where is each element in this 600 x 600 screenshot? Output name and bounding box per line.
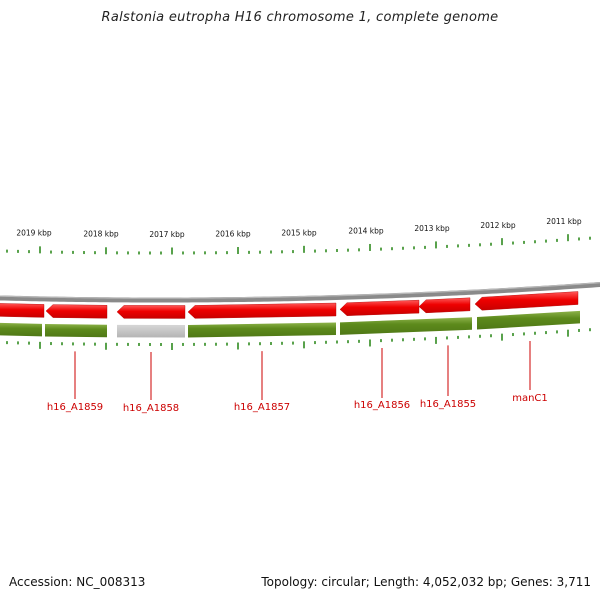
cds-block — [477, 310, 580, 330]
cds-track — [0, 310, 580, 338]
gene-arrow — [339, 299, 420, 316]
gene-label: h16_A1855 — [420, 399, 476, 410]
scale-label: 2013 kbp — [414, 224, 450, 233]
scale-label: 2017 kbp — [149, 230, 185, 239]
scale-label: 2014 kbp — [348, 227, 384, 236]
accession-label: Accession: NC_008313 — [9, 575, 146, 589]
gene-label: h16_A1857 — [234, 402, 290, 413]
map-title: Ralstonia eutropha H16 chromosome 1, com… — [101, 10, 499, 25]
gene-label: manC1 — [512, 393, 548, 404]
cds-block — [0, 322, 42, 337]
gene-track — [0, 291, 579, 319]
cds-block — [117, 324, 185, 338]
scale-label: 2011 kbp — [546, 217, 582, 226]
scale-label: 2012 kbp — [480, 221, 516, 230]
gene-arrow — [187, 302, 337, 319]
backbone-ring — [0, 282, 600, 303]
backbone-ring-highlight — [0, 282, 600, 299]
gene-label: h16_A1856 — [354, 400, 410, 411]
gene-arrow — [474, 291, 579, 311]
gene-label: h16_A1858 — [123, 403, 179, 414]
gene-arrow — [45, 304, 108, 319]
cds-block — [188, 322, 336, 338]
gene-arrow — [0, 303, 45, 318]
gene-labels: h16_A1859 h16_A1858 h16_A1857 h16_A1856 h16_… — [47, 341, 548, 414]
gene-arrow — [418, 297, 471, 314]
scale-label: 2015 kbp — [281, 228, 317, 237]
scale-ticks-bottom — [6, 328, 591, 350]
scale-label: 2019 kbp — [16, 229, 52, 238]
gene-label: h16_A1859 — [47, 402, 103, 413]
scale-label: 2018 kbp — [83, 230, 119, 239]
cds-block — [45, 323, 107, 338]
cds-block — [340, 317, 472, 335]
scale-label: 2016 kbp — [215, 230, 251, 239]
topology-label: Topology: circular; Length: 4,052,032 bp… — [261, 575, 591, 589]
scale-labels: 2019 kbp 2018 kbp 2017 kbp 2016 kbp 2015 kbp… — [16, 217, 582, 239]
scale-ticks-top — [6, 234, 591, 255]
gene-arrow — [116, 305, 186, 319]
backbone — [0, 282, 600, 303]
